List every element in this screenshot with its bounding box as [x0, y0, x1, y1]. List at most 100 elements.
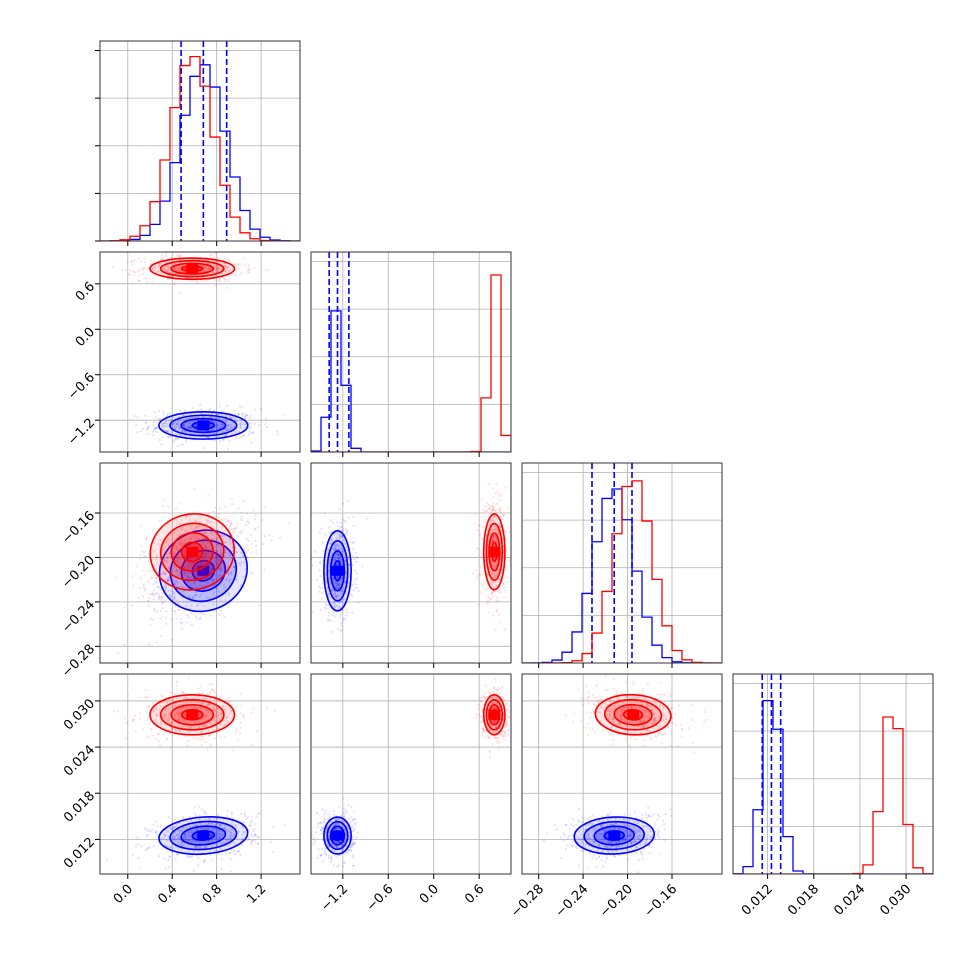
sample-point	[203, 604, 206, 607]
sample-point	[203, 432, 206, 436]
sample-point	[173, 552, 176, 555]
sample-point	[146, 846, 149, 850]
sample-point	[179, 711, 182, 714]
sample-point	[190, 536, 193, 539]
sample-point	[210, 682, 214, 686]
histogram-series-0	[311, 310, 511, 452]
sample-point	[219, 423, 222, 426]
sample-point	[241, 406, 244, 409]
sample-point	[325, 829, 328, 832]
sample-point	[164, 559, 167, 563]
sample-point	[203, 827, 206, 830]
sample-point	[234, 417, 237, 420]
sample-point	[217, 714, 220, 717]
sample-point	[175, 617, 178, 620]
sample-point	[506, 568, 509, 571]
sample-point	[124, 268, 127, 272]
sample-point	[356, 557, 359, 560]
sample-point	[328, 618, 331, 621]
sample-point	[138, 712, 142, 715]
sample-point	[333, 591, 337, 595]
sample-point	[247, 263, 250, 266]
sample-point	[200, 823, 203, 826]
sample-point	[228, 852, 231, 855]
sample-point	[186, 574, 189, 577]
sample-point	[180, 840, 183, 844]
sample-point	[245, 537, 248, 540]
sample-point	[214, 818, 217, 821]
sample-point	[199, 685, 202, 688]
sample-point	[229, 842, 232, 845]
sample-point	[230, 811, 233, 814]
sample-point	[225, 427, 228, 430]
sample-point	[152, 594, 155, 597]
sample-point	[347, 556, 350, 559]
sample-point	[176, 547, 179, 551]
sample-point	[347, 848, 351, 852]
sample-point	[200, 743, 204, 747]
sample-point	[137, 596, 140, 599]
sample-point	[337, 545, 341, 548]
sample-point	[230, 821, 234, 824]
sample-point	[193, 530, 196, 533]
sample-point	[137, 857, 140, 860]
sample-point	[218, 417, 221, 420]
sample-point	[196, 828, 199, 831]
sample-point	[197, 720, 201, 723]
sample-point	[208, 407, 211, 411]
sample-point	[491, 591, 494, 594]
sample-point	[231, 502, 234, 506]
sample-point	[312, 842, 315, 845]
sample-point	[230, 521, 233, 524]
sample-point	[246, 839, 249, 842]
sample-point	[162, 695, 165, 698]
sample-point	[478, 533, 482, 536]
sample-point	[178, 570, 181, 574]
sample-point	[343, 519, 346, 522]
sample-point	[157, 269, 160, 273]
sample-point	[205, 519, 208, 522]
sample-point	[192, 528, 195, 531]
sample-point	[139, 696, 142, 700]
sample-point	[206, 703, 209, 706]
sample-point	[131, 263, 134, 266]
sample-point	[322, 541, 325, 544]
sample-point	[216, 832, 219, 835]
sample-point	[161, 573, 164, 576]
sample-point	[174, 560, 177, 563]
sample-point	[186, 417, 189, 421]
sample-point	[188, 431, 192, 434]
sample-point	[223, 262, 226, 266]
sample-point	[325, 581, 328, 584]
sample-point	[187, 594, 191, 598]
sample-point	[352, 583, 355, 586]
sample-point	[194, 737, 197, 740]
sample-point	[338, 805, 341, 808]
sample-point	[255, 552, 258, 555]
sample-point	[166, 265, 169, 268]
sample-point	[217, 545, 220, 548]
sample-point	[184, 409, 187, 412]
sample-point	[214, 537, 217, 540]
sample-point	[330, 588, 334, 592]
y-tick-label: −0.16	[59, 508, 98, 547]
sample-point	[210, 419, 213, 422]
sample-point	[334, 558, 337, 561]
sample-point	[161, 254, 164, 257]
sample-point	[162, 846, 165, 850]
sample-point	[207, 267, 210, 270]
sample-point	[490, 583, 494, 586]
sample-point	[178, 409, 182, 412]
sample-point	[324, 571, 327, 575]
sample-point	[345, 611, 348, 614]
panel-3-1: −1.2 −0.6 0.0 0.6	[310, 673, 512, 915]
sample-point	[251, 431, 255, 434]
sample-point	[188, 825, 192, 828]
sample-point	[193, 487, 196, 491]
sample-point	[356, 831, 359, 834]
sample-point	[213, 560, 217, 563]
sample-point	[207, 821, 210, 825]
sample-point	[213, 255, 216, 259]
sample-point	[495, 490, 498, 493]
sample-point	[495, 529, 498, 533]
